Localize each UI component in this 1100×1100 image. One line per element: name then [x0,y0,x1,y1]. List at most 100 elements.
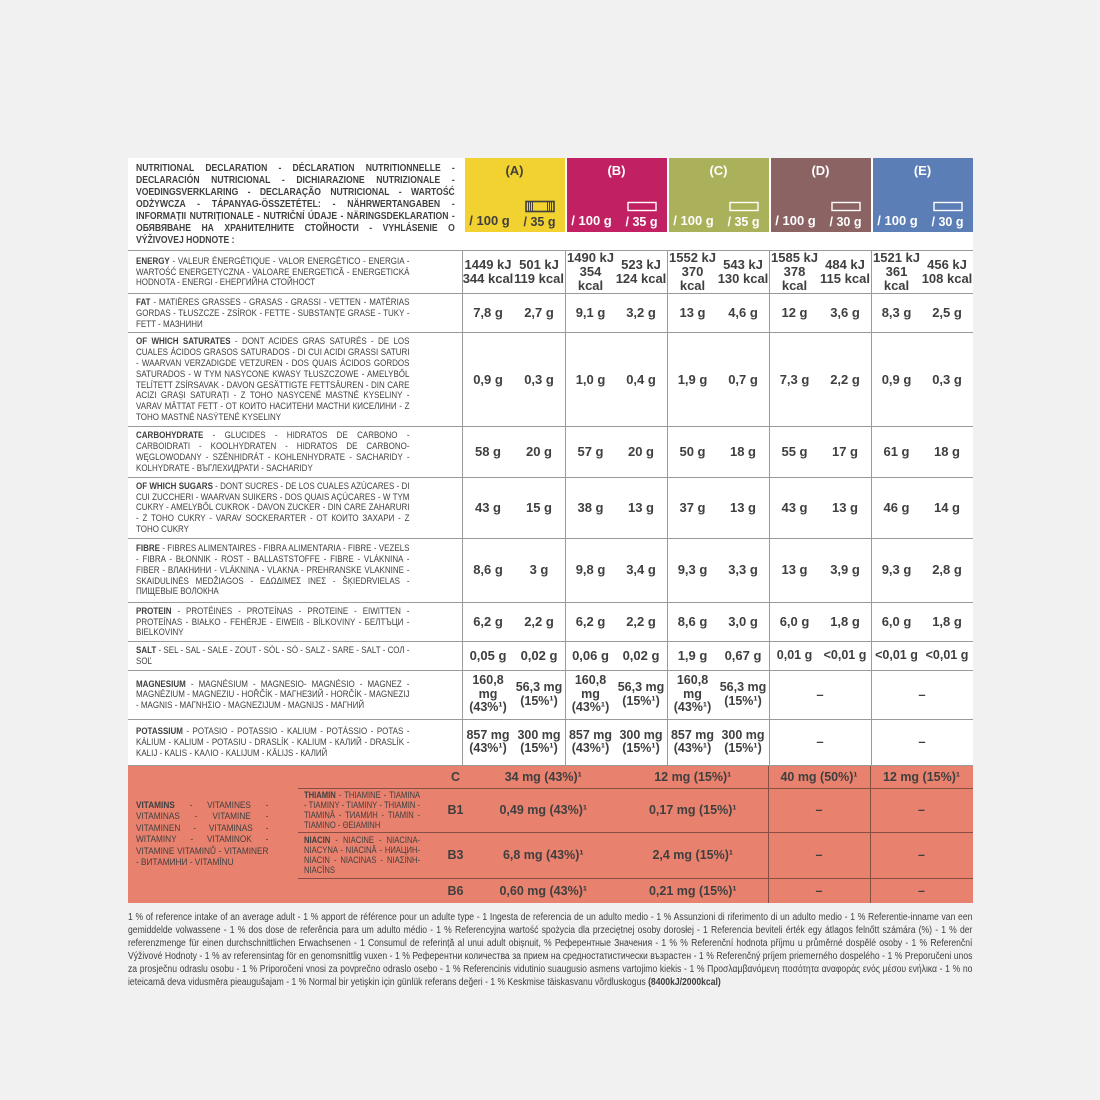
vitamin-value-d: – [767,832,870,879]
column-header-a: (A) / 100 g / 35 g [462,158,565,234]
row-protein: PROTEIN - PROTÉINES - PROTEÍNAS - PROTEI… [127,601,973,642]
column-d-label: (D) [811,163,830,178]
value-cell: 543 kJ 130 kcal [717,257,769,286]
row-label-rest: - DONT ACIDES GRAS SATURÉS - DE LOS CUAL… [135,336,409,422]
value-cell: 2,2 g [830,371,860,387]
per-100g-label: / 100 g [673,213,714,228]
value-cell: 15 g [525,499,552,515]
vitamins-label-rest: - VITAMINES - VITAMINAS - VITAMINE - VIT… [135,799,268,869]
vitamin-value-e: – [869,788,973,833]
column-a-label: (A) [505,163,524,178]
value-cell: 300 mg (15%¹) [517,727,561,756]
row-label-lead: POTASSIUM [135,726,183,737]
row-label-rest: - FIBRES ALIMENTAIRES - FIBRA ALIMENTARI… [135,543,409,597]
row-salt: SALT - SEL - SAL - SALE - ZOUT - SÓL - S… [127,641,973,670]
row-label-rest: - MAGNÉSIUM - MAGNESIO- MAGNÉSIO - MAGNE… [135,678,409,711]
row-label-rest: - POTASIO - POTASSIO - KALIUM - POTÁSSIO… [135,726,409,758]
value-cell: 0,7 g [728,371,758,387]
vitamins-label: VITAMINS - VITAMINES - VITAMINAS - VITAM… [128,766,298,903]
value-cell: 3 g [529,562,549,578]
per-portion-cell: / 35 g [719,200,769,229]
value-cell: 50 g [666,426,718,477]
value-cell: 300 mg (15%¹) [721,727,765,756]
column-header-b: (B) / 100 g / 35 g [564,158,667,234]
nutritional-declaration-title: NUTRITIONAL DECLARATION - DÉCLARATION NU… [127,158,463,250]
value-cell: 7,8 g [473,305,503,321]
value-cell: 2,2 g [524,613,554,629]
vitamin-value: 34 mg (43%)¹ [468,766,618,789]
value-cell: 6,2 g [564,602,616,642]
column-header-e: (E) / 100 g / 30 g [870,158,973,234]
value-cell: 43 g [474,499,501,515]
column-a-subheader: / 100 g / 35 g [465,200,565,229]
vitamin-value: 12 mg (15%)¹ [618,766,768,789]
row-label-lead: FAT [135,297,151,307]
value-cell: 0,3 g [524,371,554,387]
per-100g-label: / 100 g [877,213,918,228]
value-cell: 160,8 mg (43%¹) [469,673,507,715]
value-cell: 857 mg (43%¹) [666,719,718,765]
value-cell: 857 mg (43%¹) [466,727,510,756]
per-portion-label: / 35 g [727,215,760,229]
bar-outline-icon [932,201,963,212]
vitamin-sublabel-rest: - THIAMINE - TIAMINA - TIAMINY - TIAMINY… [303,790,420,831]
value-cell: 0,3 g [932,371,962,387]
value-cell: 6,0 g [870,602,922,642]
value-cell: 13 g [627,499,654,515]
value-cell: 857 mg (43%¹) [564,719,616,765]
value-cell: 160,8 mg (43%¹) [564,670,616,719]
row-label-saturates: OF WHICH SATURATES - DONT ACIDES GRAS SA… [128,333,463,426]
value-cell: 12 g [768,294,820,333]
value-cell: 13 g [666,294,718,333]
value-cell: 3,6 g [830,305,860,321]
value-cell: <0,01 g [870,642,922,670]
value-cell: 3,4 g [626,562,656,578]
column-e-subheader: / 100 g / 30 g [873,200,973,229]
value-cell: 9,8 g [564,538,616,602]
value-cell: 46 g [870,477,922,538]
vitamin-sublabel-empty [297,766,443,789]
row-label-fibre: FIBRE - FIBRES ALIMENTAIRES - FIBRA ALIM… [128,538,463,602]
value-cell: 3,3 g [728,562,758,578]
value-cell: 3,9 g [830,562,860,578]
value-cell: 43 g [768,477,820,538]
vitamin-value-d: – [767,788,870,833]
wrapped-bar-icon [524,200,555,213]
row-fat: FAT - MATIÈRES GRASSES - GRASAS - GRASSI… [127,293,973,333]
value-cell: 0,06 g [564,642,616,670]
row-label-lead: SALT [135,645,156,656]
value-cell: 1552 kJ 370 kcal [666,251,718,293]
row-label-protein: PROTEIN - PROTÉINES - PROTEÍNAS - PROTEI… [128,602,463,642]
vitamin-value: 6,8 mg (43%)¹ [468,833,618,879]
row-label-lead: ENERGY [135,255,170,266]
value-cell: 0,05 g [469,647,507,663]
value-cell: 1,9 g [666,333,718,426]
value-cell: 1449 kJ 344 kcal [462,257,514,286]
value-cell: 0,02 g [520,647,558,663]
value-cell: 13 g [768,538,820,602]
row-label-lead: PROTEIN [135,605,172,616]
row-label-lead: OF WHICH SATURATES [135,336,231,347]
row-sugars: OF WHICH SUGARS - DONT SUCRES - DE LOS C… [127,476,973,538]
value-cell: 18 g [729,443,756,459]
vitamin-value-d: 40 mg (50%)¹ [767,765,870,789]
row-label-lead: CARBOHYDRATE [135,430,203,441]
value-cell: <0,01 g [823,648,867,663]
vitamin-sublabel-rest: - NIACINE - NIACINA- NIACYNA - NIACINĂ -… [303,835,420,876]
value-cell: 8,6 g [666,602,718,642]
per-portion-label: / 30 g [829,215,862,229]
row-label-salt: SALT - SEL - SAL - SALE - ZOUT - SÓL - S… [128,642,463,670]
row-label-rest: - GLUCIDES - HIDRATOS DE CARBONO - CARBO… [135,430,409,473]
vitamin-value: 0,49 mg (43%)¹ [468,789,618,833]
per-portion-label: / 35 g [625,215,658,229]
value-cell: 3,2 g [626,305,656,321]
value-cell: 0,67 g [724,647,762,663]
value-cell: 501 kJ 119 kcal [514,257,564,286]
value-cell: 2,8 g [932,562,962,578]
value-cell: 8,6 g [473,562,503,578]
vitamin-sublabel-thiamin: THIAMIN - THIAMINE - TIAMINA - TIAMINY -… [297,789,443,833]
value-cell: 17 g [831,443,858,459]
per-portion-label: / 30 g [931,215,964,229]
value-cell: 18 g [933,443,960,459]
vitamin-sublabel-lead: THIAMIN [303,790,336,801]
